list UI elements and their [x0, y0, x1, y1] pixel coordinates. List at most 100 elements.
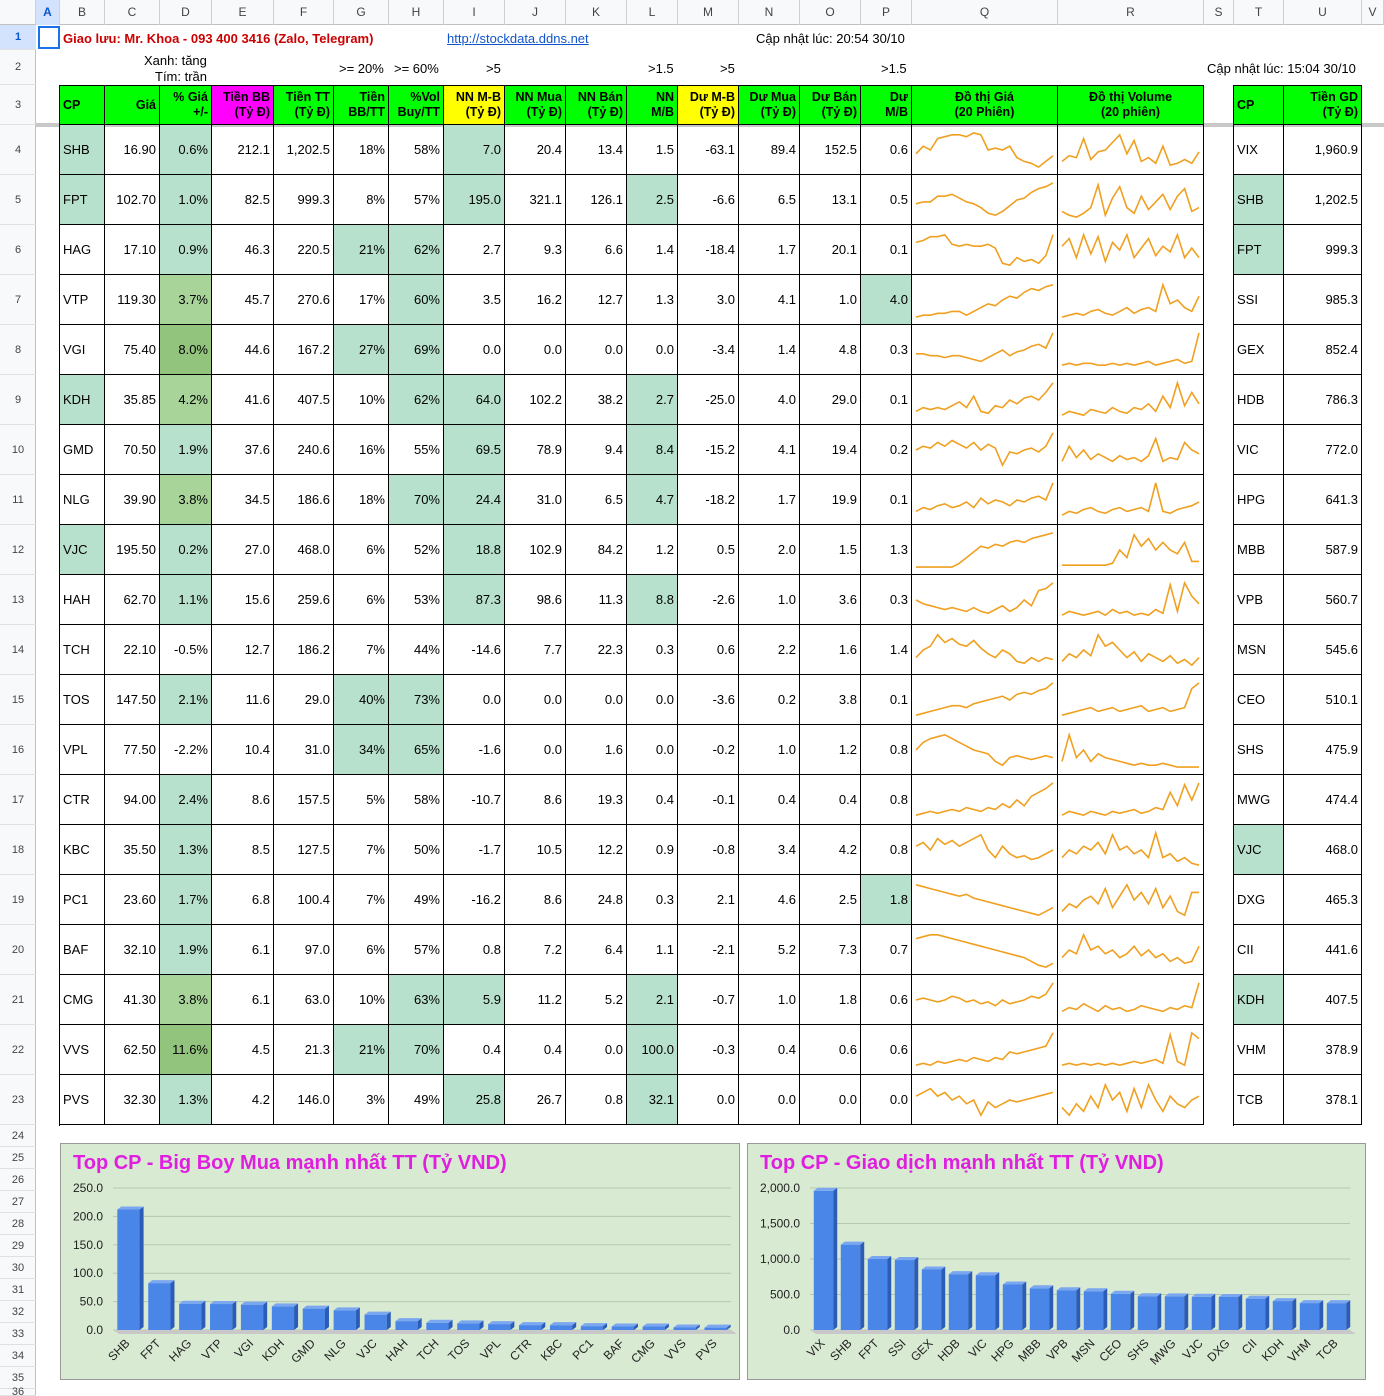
row-header-22[interactable]: 22 [0, 1025, 36, 1075]
cell-tien-gd[interactable]: 560.7 [1284, 575, 1362, 625]
cell-nn-ratio[interactable]: 0.9 [627, 825, 678, 875]
cell-pct-gia[interactable]: 1.7% [160, 875, 212, 925]
cell-tien-tt[interactable]: 220.5 [274, 225, 334, 275]
cell-du-mb[interactable]: 0.0 [678, 1075, 739, 1125]
cell-du-ratio[interactable]: 0.6 [861, 1025, 912, 1075]
cell-tien-bb[interactable]: 11.6 [212, 675, 274, 725]
cell-du-ban[interactable]: 4.2 [800, 825, 861, 875]
cell-tien-gd[interactable]: 441.6 [1284, 925, 1362, 975]
cell-du-ratio[interactable]: 0.3 [861, 575, 912, 625]
cell-tien-bb[interactable]: 6.1 [212, 925, 274, 975]
column-header-t[interactable]: T [1234, 0, 1284, 25]
cell-nn-ban[interactable]: 12.2 [566, 825, 627, 875]
cell-tien-bb[interactable]: 46.3 [212, 225, 274, 275]
header-pct-gia[interactable]: % Giá +/- [160, 85, 212, 125]
cell-tien-gd[interactable]: 510.1 [1284, 675, 1362, 725]
header-cp-right[interactable]: CP [1234, 85, 1284, 125]
row-header-8[interactable]: 8 [0, 325, 36, 375]
cell-tien-tt[interactable]: 259.6 [274, 575, 334, 625]
cell-pct-gia[interactable]: 11.6% [160, 1025, 212, 1075]
cell-tien-gd[interactable]: 407.5 [1284, 975, 1362, 1025]
cell-tien-bbtt[interactable]: 34% [334, 725, 389, 775]
header-tien-gd[interactable]: Tiền GD (Tỷ Đ) [1284, 85, 1362, 125]
cell-du-ban[interactable]: 1.8 [800, 975, 861, 1025]
cell-nn-mua[interactable]: 7.7 [505, 625, 566, 675]
cell-tien-bb[interactable]: 6.1 [212, 975, 274, 1025]
column-header-r[interactable]: R [1058, 0, 1204, 25]
cell-tien-gd[interactable]: 641.3 [1284, 475, 1362, 525]
cell-du-ban[interactable]: 13.1 [800, 175, 861, 225]
cell-vol-buy[interactable]: 55% [389, 425, 444, 475]
row-header-30[interactable]: 30 [0, 1257, 36, 1279]
cell-pct-gia[interactable]: 2.1% [160, 675, 212, 725]
cell-pct-gia[interactable]: 3.7% [160, 275, 212, 325]
header-nn-ratio[interactable]: NN M/B [627, 85, 678, 125]
cell-nn-ban[interactable]: 6.5 [566, 475, 627, 525]
cell-tien-tt[interactable]: 186.6 [274, 475, 334, 525]
cell-du-mb[interactable]: -2.6 [678, 575, 739, 625]
cell-du-ban[interactable]: 2.5 [800, 875, 861, 925]
cell-cp[interactable]: VPL [60, 725, 105, 775]
cell-cp-right[interactable]: FPT [1234, 225, 1284, 275]
cell-nn-ratio[interactable]: 4.7 [627, 475, 678, 525]
header-tien-bb[interactable]: Tiền BB (Tỷ Đ) [212, 85, 274, 125]
cell-nn-ban[interactable]: 12.7 [566, 275, 627, 325]
header-tien-tt[interactable]: Tiền TT (Tỷ Đ) [274, 85, 334, 125]
cell-tien-gd[interactable]: 468.0 [1284, 825, 1362, 875]
cell-du-mua[interactable]: 89.4 [739, 125, 800, 175]
cell-tien-gd[interactable]: 465.3 [1284, 875, 1362, 925]
cell-du-mua[interactable]: 5.2 [739, 925, 800, 975]
cell-gia[interactable]: 195.50 [105, 525, 160, 575]
cell-tien-bb[interactable]: 34.5 [212, 475, 274, 525]
cell-cp-right[interactable]: SHS [1234, 725, 1284, 775]
cell-du-mua[interactable]: 1.0 [739, 575, 800, 625]
header-cp[interactable]: CP [60, 85, 105, 125]
row-header-7[interactable]: 7 [0, 275, 36, 325]
cell-du-mua[interactable]: 4.1 [739, 275, 800, 325]
cell-nn-mua[interactable]: 0.0 [505, 725, 566, 775]
header-tien-bbtt[interactable]: Tiền BB/TT [334, 85, 389, 125]
website-link[interactable]: http://stockdata.ddns.net [447, 31, 589, 46]
cell-cp-right[interactable]: HDB [1234, 375, 1284, 425]
cell-du-ratio[interactable]: 0.6 [861, 975, 912, 1025]
cell-du-ratio[interactable]: 0.6 [861, 125, 912, 175]
cell-cp[interactable]: VVS [60, 1025, 105, 1075]
cell-nn-ratio[interactable]: 8.4 [627, 425, 678, 475]
cell-nn-mua[interactable]: 8.6 [505, 775, 566, 825]
selected-cell-a1[interactable] [38, 26, 60, 49]
cell-tien-tt[interactable]: 146.0 [274, 1075, 334, 1125]
cell-nn-mb[interactable]: 25.8 [444, 1075, 505, 1125]
cell-tien-tt[interactable]: 167.2 [274, 325, 334, 375]
cell-gia[interactable]: 32.10 [105, 925, 160, 975]
cell-du-ban[interactable]: 0.4 [800, 775, 861, 825]
cell-du-mua[interactable]: 2.2 [739, 625, 800, 675]
header-du-mb[interactable]: Dư M-B (Tỷ Đ) [678, 85, 739, 125]
cell-nn-ratio[interactable]: 32.1 [627, 1075, 678, 1125]
cell-pct-gia[interactable]: 2.4% [160, 775, 212, 825]
cell-cp[interactable]: HAG [60, 225, 105, 275]
cell-cp[interactable]: HAH [60, 575, 105, 625]
cell-du-mua[interactable]: 1.4 [739, 325, 800, 375]
row-header-33[interactable]: 33 [0, 1323, 36, 1345]
cell-nn-ratio[interactable]: 1.4 [627, 225, 678, 275]
cell-gia[interactable]: 17.10 [105, 225, 160, 275]
row-header-26[interactable]: 26 [0, 1169, 36, 1191]
cell-nn-mua[interactable]: 98.6 [505, 575, 566, 625]
column-header-h[interactable]: H [389, 0, 444, 25]
row-header-19[interactable]: 19 [0, 875, 36, 925]
cell-tien-bb[interactable]: 6.8 [212, 875, 274, 925]
cell-tien-bbtt[interactable]: 21% [334, 1025, 389, 1075]
cell-du-ban[interactable]: 19.4 [800, 425, 861, 475]
cell-du-ban[interactable]: 3.8 [800, 675, 861, 725]
cell-nn-mb[interactable]: 64.0 [444, 375, 505, 425]
cell-nn-ban[interactable]: 11.3 [566, 575, 627, 625]
column-header-i[interactable]: I [444, 0, 505, 25]
cell-tien-bbtt[interactable]: 8% [334, 175, 389, 225]
cell-nn-mb[interactable]: 2.7 [444, 225, 505, 275]
column-header-j[interactable]: J [505, 0, 566, 25]
cell-cp[interactable]: KBC [60, 825, 105, 875]
cell-nn-mua[interactable]: 0.0 [505, 675, 566, 725]
cell-tien-gd[interactable]: 772.0 [1284, 425, 1362, 475]
cell-nn-ratio[interactable]: 0.3 [627, 875, 678, 925]
cell-tien-tt[interactable]: 1,202.5 [274, 125, 334, 175]
